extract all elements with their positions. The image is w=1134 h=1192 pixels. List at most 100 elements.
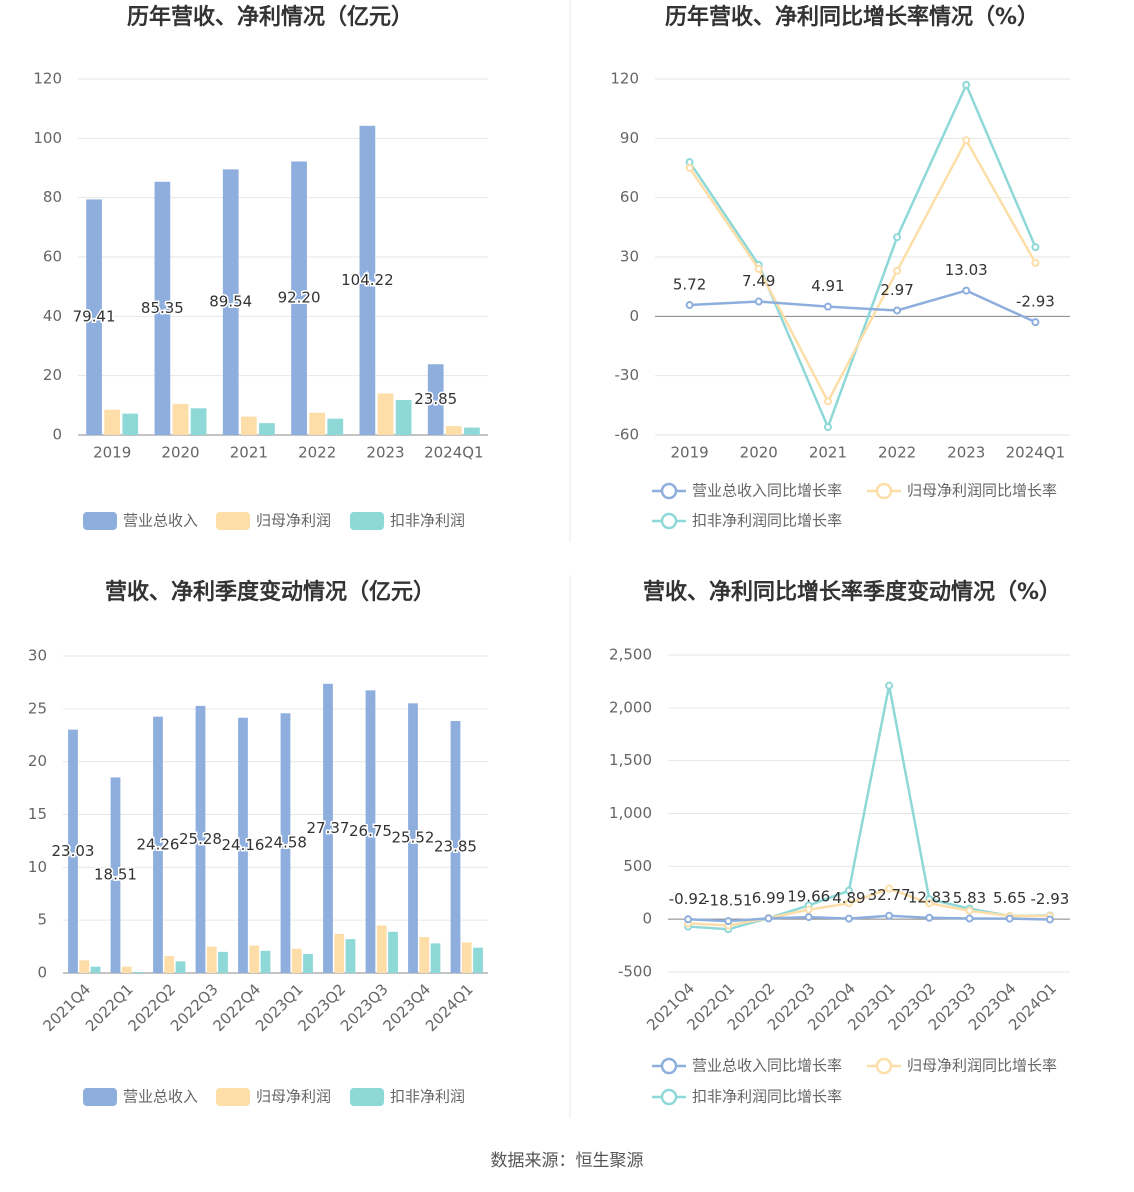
x-tick-label: 2022 xyxy=(298,444,336,462)
legend-swatch xyxy=(660,1057,678,1075)
data-label: 13.03 xyxy=(945,261,988,279)
chart-title: 历年营收、净利情况（亿元） xyxy=(127,4,413,30)
legend-label: 扣非净利润同比增长率 xyxy=(692,512,842,530)
y-tick-label: 1,500 xyxy=(609,751,652,769)
bar xyxy=(172,403,189,435)
line-point xyxy=(823,302,832,311)
bar xyxy=(334,933,345,973)
bar xyxy=(249,945,260,973)
bar xyxy=(190,408,207,435)
data-label: 23.85 xyxy=(434,837,477,855)
bar xyxy=(122,413,139,435)
y-tick-label: 30 xyxy=(620,248,639,266)
bar xyxy=(388,931,398,973)
legend-swatch xyxy=(350,1088,384,1106)
data-label: 7.49 xyxy=(742,272,775,290)
y-tick-label: 0 xyxy=(629,307,639,325)
line-point xyxy=(754,297,763,306)
line-point xyxy=(885,884,894,893)
data-label: 104.22 xyxy=(341,271,394,289)
bar xyxy=(86,199,102,435)
data-label: 89.54 xyxy=(209,293,252,311)
legend-label: 归母净利润同比增长率 xyxy=(907,482,1057,500)
bar xyxy=(430,943,441,973)
x-tick-label: 2019 xyxy=(670,444,708,462)
y-tick-label: 120 xyxy=(33,70,62,88)
data-label: 23.03 xyxy=(52,842,95,860)
legend-label: 扣非净利润同比增长率 xyxy=(692,1088,842,1106)
bar xyxy=(121,966,132,973)
chart-panel: 历年营收、净利情况（亿元） 0 20 40 60 80 100 120 2019 2020 2021… xyxy=(33,4,488,530)
data-label: 92.20 xyxy=(278,289,321,307)
line-series xyxy=(689,289,1036,324)
line-point xyxy=(885,911,894,920)
y-tick-label: -60 xyxy=(615,426,640,444)
legend-label: 归母净利润 xyxy=(256,512,331,530)
y-tick-label: 10 xyxy=(28,858,47,876)
data-label: 18.51 xyxy=(94,866,137,884)
y-tick-label: 20 xyxy=(43,366,62,384)
y-tick-label: 30 xyxy=(28,647,47,665)
legend-swatch xyxy=(660,482,678,500)
x-tick-label: 2021 xyxy=(809,444,847,462)
y-tick-label: 40 xyxy=(43,307,62,325)
chart-title: 营收、净利同比增长率季度变动情况（%） xyxy=(643,579,1061,605)
chart-title: 营收、净利季度变动情况（亿元） xyxy=(105,579,435,605)
x-tick-label: 2024Q1 xyxy=(424,444,484,462)
legend-label: 营业总收入 xyxy=(123,512,198,530)
line-series xyxy=(688,887,1050,927)
data-label: 6.99 xyxy=(752,889,785,907)
y-tick-label: 2,000 xyxy=(609,698,652,716)
line-point xyxy=(804,905,813,914)
line-point xyxy=(685,164,694,172)
legend-label: 营业总收入同比增长率 xyxy=(692,482,842,500)
bar xyxy=(164,956,175,973)
bar xyxy=(359,125,376,436)
line-point xyxy=(844,914,853,923)
bar xyxy=(79,960,90,973)
bar xyxy=(309,412,326,435)
legend-label: 归母净利润 xyxy=(256,1088,331,1106)
bar xyxy=(110,777,121,973)
legend-swatch xyxy=(660,512,678,530)
y-tick-label: 2,500 xyxy=(609,646,652,664)
bar xyxy=(259,423,275,435)
y-tick-label: 0 xyxy=(642,910,652,928)
data-label: 4.91 xyxy=(811,277,844,295)
legend-label: 扣非净利润 xyxy=(390,512,465,530)
line-point xyxy=(804,913,813,922)
data-label: 27.37 xyxy=(307,819,350,837)
line-series xyxy=(688,137,1037,405)
legend-swatch xyxy=(350,512,384,530)
y-tick-label: 1,000 xyxy=(609,804,652,822)
line-point xyxy=(1005,914,1014,923)
y-tick-label: -500 xyxy=(618,963,652,981)
bar xyxy=(323,683,333,973)
line-point xyxy=(965,914,974,923)
bar xyxy=(291,161,307,435)
x-tick-label: 2020 xyxy=(161,444,199,462)
line-point xyxy=(684,915,693,924)
data-label: 32.77 xyxy=(868,886,911,904)
line-point xyxy=(962,136,971,145)
data-label: 5.72 xyxy=(673,276,706,294)
y-tick-label: 15 xyxy=(28,805,47,823)
data-label: -2.93 xyxy=(1030,890,1069,908)
line-point xyxy=(885,681,894,690)
bar xyxy=(427,364,444,435)
legend-label: 营业总收入同比增长率 xyxy=(692,1057,842,1075)
bar xyxy=(376,925,387,973)
data-label: 19.66 xyxy=(787,888,830,906)
data-label: 25.28 xyxy=(179,830,222,848)
bar xyxy=(327,418,344,435)
bar xyxy=(90,966,101,973)
bar xyxy=(464,427,480,435)
y-tick-label: 20 xyxy=(28,752,47,770)
y-tick-label: 60 xyxy=(620,188,639,206)
bar xyxy=(445,426,462,435)
y-tick-label: -30 xyxy=(615,366,640,384)
bar xyxy=(303,953,313,973)
legend-swatch xyxy=(875,1057,893,1075)
legend-label: 归母净利润同比增长率 xyxy=(907,1057,1057,1075)
